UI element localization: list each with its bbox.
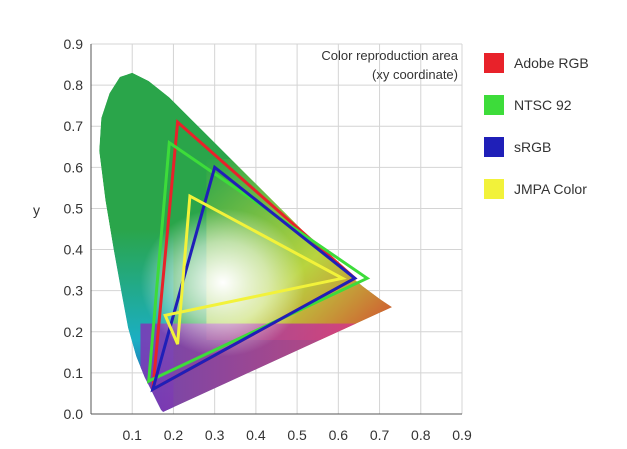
legend-swatch xyxy=(484,137,504,157)
y-tick-label: 0.4 xyxy=(64,242,84,258)
legend-swatch xyxy=(484,53,504,73)
legend-swatch xyxy=(484,179,504,199)
x-tick-label: 0.1 xyxy=(122,427,142,443)
legend-swatch xyxy=(484,95,504,115)
x-tick-label: 0.5 xyxy=(287,427,307,443)
legend-label: Adobe RGB xyxy=(514,55,589,71)
y-tick-label: 0.0 xyxy=(64,406,84,422)
legend-item: Adobe RGB xyxy=(484,42,624,84)
x-tick-label: 0.7 xyxy=(370,427,390,443)
legend-item: sRGB xyxy=(484,126,624,168)
gamut-triangles xyxy=(146,119,371,393)
locus-white-point-glow xyxy=(140,208,306,357)
legend-label: JMPA Color xyxy=(514,181,587,197)
x-tick-label: 0.2 xyxy=(164,427,184,443)
x-tick-label: 0.9 xyxy=(452,427,472,443)
y-tick-label: 0.8 xyxy=(64,77,84,93)
y-tick-label: 0.7 xyxy=(64,118,84,134)
gamut-jmpa-color xyxy=(163,193,347,345)
y-tick-label: 0.3 xyxy=(64,283,84,299)
tick-labels: 0.1 0.2 0.3 0.4 0.5 0.6 0.7 0.8 0.9 0.0 0.1 0.2 0.3 0… xyxy=(64,36,472,443)
legend-item: NTSC 92 xyxy=(484,84,624,126)
axes xyxy=(90,44,462,415)
x-tick-label: 0.6 xyxy=(329,427,349,443)
y-tick-label: 0.9 xyxy=(64,36,84,52)
legend-label: NTSC 92 xyxy=(514,97,572,113)
chart-subtitle: (xy coordinate) xyxy=(372,67,458,82)
y-axis-label: y xyxy=(33,202,40,218)
y-tick-label: 0.1 xyxy=(64,365,84,381)
chart-title: Color reproduction area xyxy=(321,48,458,63)
y-tick-label: 0.5 xyxy=(64,200,84,216)
legend-label: sRGB xyxy=(514,139,552,155)
x-tick-label: 0.3 xyxy=(205,427,225,443)
y-tick-label: 0.6 xyxy=(64,159,84,175)
legend: Adobe RGB NTSC 92 sRGB JMPA Color xyxy=(484,42,624,210)
x-tick-label: 0.8 xyxy=(411,427,431,443)
y-tick-label: 0.2 xyxy=(64,324,84,340)
x-tick-label: 0.4 xyxy=(246,427,266,443)
spectral-locus xyxy=(99,72,392,412)
legend-item: JMPA Color xyxy=(484,168,624,210)
